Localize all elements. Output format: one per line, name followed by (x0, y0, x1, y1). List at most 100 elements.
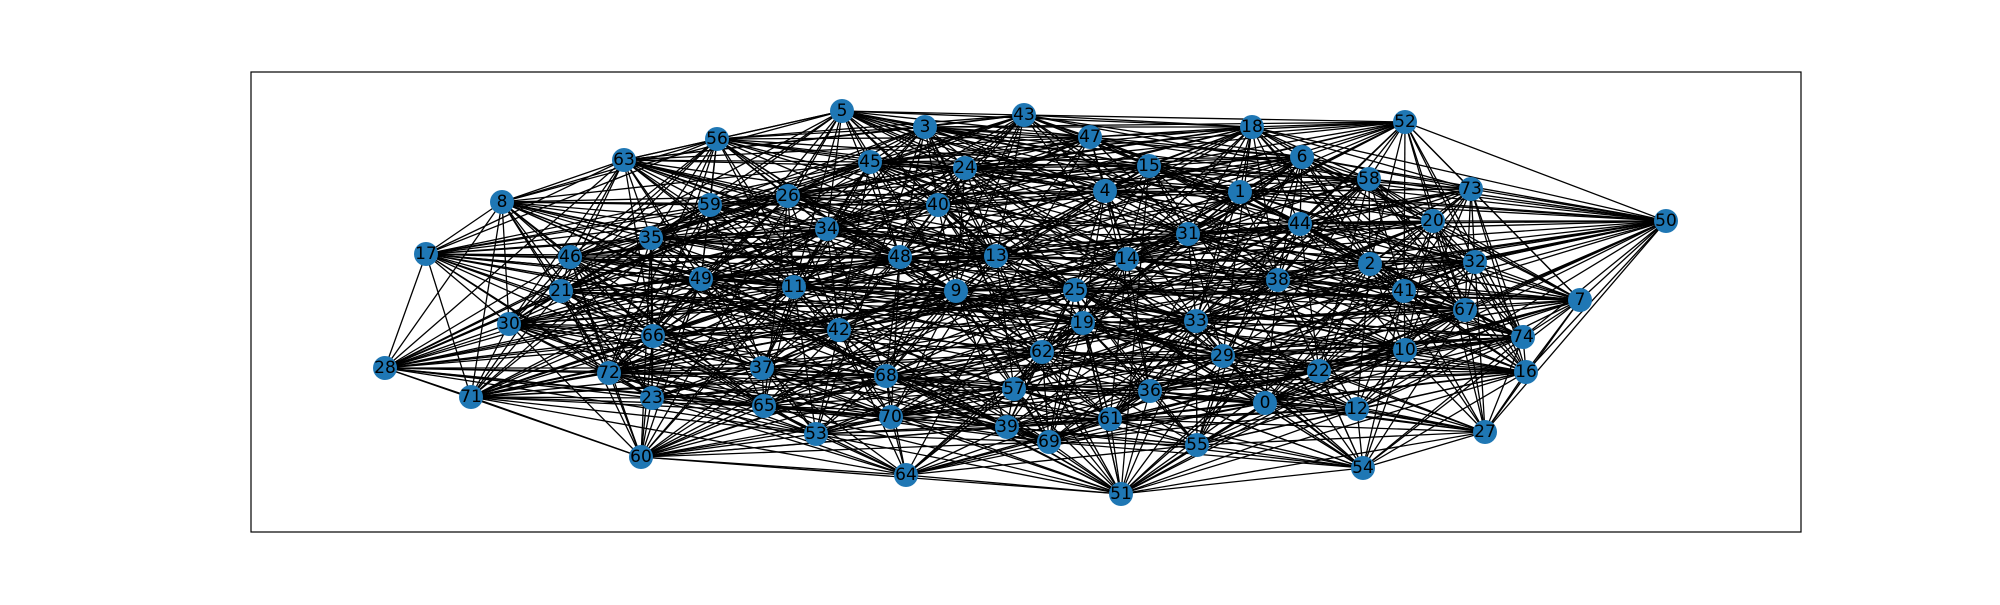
node-label: 7 (1575, 290, 1586, 310)
edge (1484, 371, 1527, 433)
node-label: 3 (920, 117, 931, 137)
edge (815, 126, 926, 435)
edge (608, 138, 718, 374)
edge (1082, 309, 1466, 324)
node-label: 15 (1138, 156, 1160, 176)
edge (1082, 223, 1301, 324)
edge (761, 161, 871, 369)
node-circle (894, 463, 918, 487)
edge (1120, 467, 1364, 495)
node-label: 58 (1358, 169, 1380, 189)
node-circle (1185, 433, 1209, 457)
edge (709, 204, 1050, 443)
node-label: 42 (828, 320, 850, 340)
graph-node-8: 8 (490, 190, 514, 214)
edge (763, 220, 1667, 407)
edge (1404, 121, 1476, 263)
edge (652, 335, 892, 418)
edge (1470, 188, 1524, 338)
graph-node-33: 33 (1184, 309, 1208, 333)
node-label: 34 (816, 219, 838, 239)
node-label: 53 (805, 424, 827, 444)
edge (650, 237, 997, 257)
edge (1041, 279, 1279, 353)
edge (1187, 126, 1253, 235)
graph-node-73: 73 (1459, 177, 1483, 201)
edge (608, 372, 817, 435)
edge (1109, 279, 1279, 420)
edge (508, 256, 571, 325)
node-circle (913, 115, 937, 139)
edge (470, 228, 828, 398)
node-circle (944, 279, 968, 303)
edge (608, 255, 997, 374)
edge (709, 161, 871, 206)
edge (1196, 178, 1370, 446)
edge (826, 228, 1128, 260)
edge (640, 188, 1472, 458)
edge (995, 165, 1150, 257)
edge (652, 220, 1667, 337)
node-label: 28 (374, 358, 396, 378)
edge (1474, 261, 1527, 373)
graph-node-37: 37 (750, 356, 774, 380)
edge (1318, 290, 1405, 372)
graph-node-59: 59 (698, 193, 722, 217)
node-circle (1351, 456, 1375, 480)
edge (508, 204, 711, 325)
node-circle (1459, 177, 1483, 201)
node-circle (1392, 279, 1416, 303)
edge (608, 279, 1279, 374)
edge (1013, 388, 1358, 410)
edge (608, 256, 901, 374)
node-label: 47 (1079, 127, 1101, 147)
graph-node-27: 27 (1473, 420, 1497, 444)
graph-node-34: 34 (815, 217, 839, 241)
edge (470, 336, 1524, 398)
graph-node-5: 5 (830, 99, 854, 123)
graph-node-25: 25 (1063, 278, 1087, 302)
graph-node-16: 16 (1514, 360, 1538, 384)
node-label: 67 (1454, 300, 1476, 320)
edge (384, 367, 892, 418)
graph-node-13: 13 (984, 244, 1008, 268)
graph-node-49: 49 (689, 267, 713, 291)
node-label: 68 (875, 366, 897, 386)
edge (1403, 290, 1486, 433)
node-label: 63 (613, 150, 635, 170)
graph-node-74: 74 (1511, 325, 1535, 349)
edge (384, 201, 503, 369)
edge (1404, 349, 1486, 433)
edge (640, 456, 1122, 495)
graph-node-52: 52 (1393, 110, 1417, 134)
node-circle (984, 244, 1008, 268)
edge (1196, 431, 1486, 446)
edge (1277, 188, 1472, 281)
node-circle (414, 242, 438, 266)
edge (501, 201, 652, 239)
edge (763, 405, 892, 418)
edge (709, 204, 1043, 353)
edge (1251, 126, 1667, 222)
graph-node-56: 56 (705, 127, 729, 151)
edge (1369, 121, 1406, 265)
node-label: 12 (1346, 399, 1368, 419)
edge (1074, 126, 1253, 291)
node-label: 59 (699, 195, 721, 215)
edge (623, 159, 1197, 322)
edge (826, 114, 1025, 230)
node-circle (1109, 482, 1133, 506)
edge (1148, 165, 1667, 222)
edge (1404, 121, 1667, 222)
edge (425, 161, 871, 255)
edge (890, 351, 1043, 418)
node-label: 71 (460, 387, 482, 407)
graph-node-32: 32 (1463, 250, 1487, 274)
node-circle (705, 127, 729, 151)
edge (425, 253, 763, 369)
node-label: 39 (996, 417, 1018, 437)
edge (1082, 279, 1279, 324)
graph-node-55: 55 (1185, 433, 1209, 457)
graph-node-42: 42 (827, 318, 851, 342)
